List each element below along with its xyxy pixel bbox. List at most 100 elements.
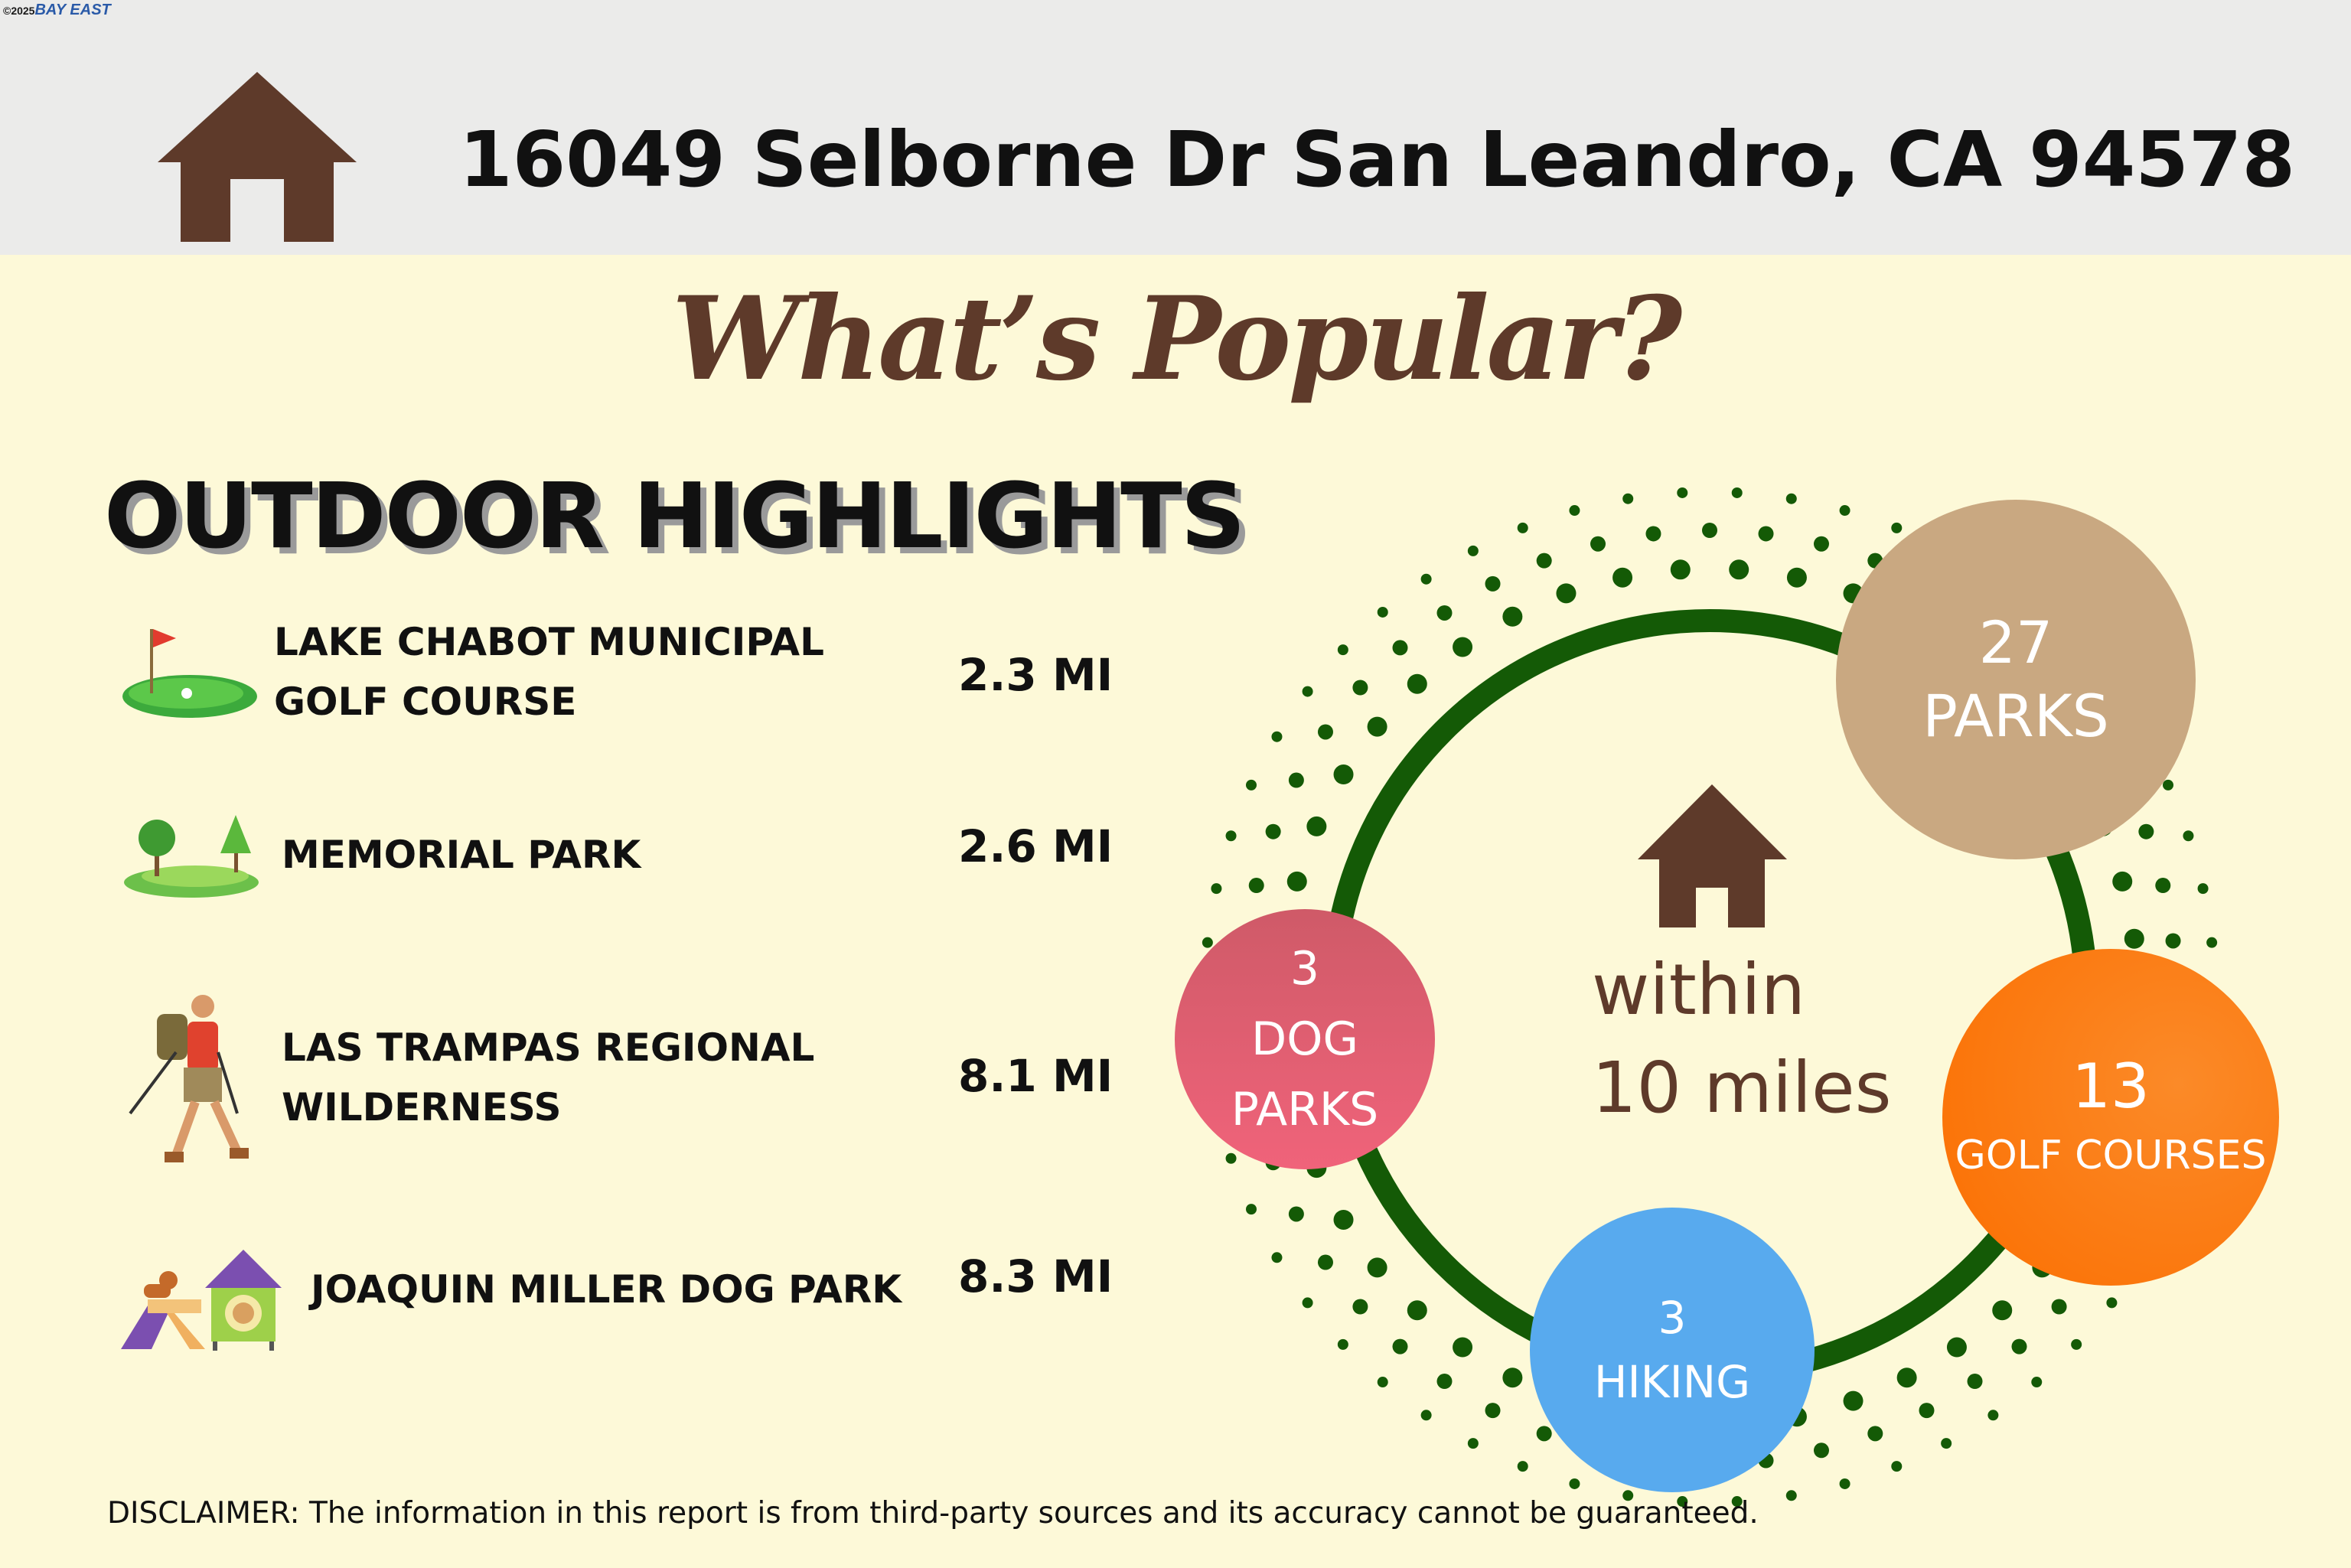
halo-dot (2031, 1377, 2043, 1388)
halo-dot (1941, 1438, 1952, 1449)
highlight-name: LAKE CHABOT MUNICIPAL GOLF COURSE (274, 620, 824, 724)
hiker-icon (129, 995, 249, 1162)
parks-stat-bubble: 27 PARKS (1836, 500, 2196, 859)
halo-dot (1670, 559, 1691, 580)
halo-dot (1556, 583, 1577, 604)
halo-dot (1317, 724, 1333, 740)
halo-dot (1306, 816, 1327, 836)
halo-dot (1813, 536, 1829, 552)
halo-dot (1813, 1442, 1829, 1459)
highlight-distance: 2.3 MI (958, 649, 1114, 701)
halo-dot (1946, 1337, 1967, 1358)
halo-dot (1467, 1438, 1479, 1449)
halo-dot (2124, 928, 2144, 949)
halo-dot (1896, 1368, 1917, 1388)
halo-dot (1302, 1297, 1313, 1309)
halo-dot (1569, 505, 1580, 517)
halo-dot (1407, 673, 1427, 694)
halo-dot (1891, 1461, 1903, 1472)
highlight-name: JOAQUIN MILLER DOG PARK (311, 1267, 902, 1312)
halo-dot (1785, 493, 1797, 504)
highlight-distance: 2.6 MI (958, 820, 1114, 872)
halo-dot (2106, 1297, 2118, 1309)
halo-dot (1731, 487, 1743, 498)
halo-dot (1569, 1478, 1580, 1489)
halo-dot (2051, 1299, 2067, 1315)
halo-dot (1536, 1426, 1552, 1442)
halo-dot (1702, 523, 1717, 538)
halo-dot (1992, 1300, 2013, 1321)
halo-dot (1367, 1257, 1387, 1278)
halo-dot (1502, 1368, 1523, 1388)
halo-dot (2138, 823, 2154, 839)
halo-dot (1590, 536, 1606, 552)
halo-dot (1839, 505, 1850, 517)
halo-dot (2155, 878, 2171, 894)
halo-dot (1891, 522, 1903, 533)
halo-dot (1288, 772, 1304, 788)
highlight-name: MEMORIAL PARK (282, 833, 641, 877)
halo-dot (1729, 559, 1749, 580)
halo-dot (2071, 1338, 2082, 1350)
halo-dot (2183, 830, 2194, 842)
halo-dot (1502, 606, 1523, 627)
halo-dot (1622, 493, 1634, 504)
halo-dot (1225, 1152, 1237, 1164)
halo-dot (2165, 933, 2181, 949)
halo-dot (1677, 1496, 1688, 1508)
halo-dot (1987, 1410, 1999, 1421)
header-band (0, 0, 2351, 255)
halo-dot (1211, 883, 1222, 895)
halo-dot (1485, 1403, 1501, 1419)
halo-dot (2011, 1338, 2027, 1354)
highlight-distance: 8.1 MI (958, 1050, 1114, 1102)
halo-dot (1919, 1403, 1935, 1419)
halo-dot (1967, 1374, 1983, 1390)
halo-dot (1731, 1496, 1743, 1508)
halo-dot (1352, 680, 1368, 696)
dog-parks-stat-bubble: 3 DOG PARKS (1175, 909, 1435, 1169)
halo-dot (1271, 731, 1283, 742)
halo-dot (1246, 779, 1257, 791)
halo-dot (1758, 526, 1774, 542)
disclaimer: DISCLAIMER: The information in this repo… (107, 1496, 1759, 1531)
halo-dot (1645, 526, 1661, 542)
house-icon (158, 72, 357, 242)
halo-dot (2206, 937, 2218, 948)
halo-dot (1377, 606, 1388, 618)
halo-dot (1202, 937, 1213, 948)
halo-dot (1436, 1374, 1453, 1390)
halo-dot (1785, 1490, 1797, 1501)
halo-dot (1392, 640, 1408, 656)
halo-dot (1453, 637, 1473, 657)
halo-dot (1843, 1390, 1864, 1411)
halo-dot (1612, 567, 1633, 588)
halo-dot (1302, 686, 1313, 697)
highlight-name: LAS TRAMPAS REGIONAL WILDERNESS (282, 1025, 815, 1130)
park-icon (124, 815, 259, 898)
halo-dot (1839, 1478, 1850, 1489)
halo-dot (1333, 764, 1354, 785)
halo-dot (1867, 1426, 1883, 1442)
halo-dot (1377, 1377, 1388, 1388)
halo-dot (1337, 1338, 1348, 1350)
halo-dot (2112, 871, 2133, 892)
golf-icon (122, 629, 257, 718)
halo-dot (1420, 573, 1432, 585)
halo-dot (1271, 1252, 1283, 1263)
headline: What’s Popular? (671, 272, 1683, 406)
halo-dot (1286, 871, 1307, 892)
halo-dot (1265, 823, 1281, 839)
halo-dot (2162, 779, 2173, 791)
halo-dot (1677, 487, 1688, 498)
halo-dot (1536, 553, 1552, 569)
halo-dot (1786, 567, 1807, 588)
halo-dot (1485, 575, 1501, 592)
halo-dot (1392, 1338, 1408, 1354)
bay-east-logo: ©2025BAY EAST (3, 2, 111, 18)
halo-dot (1453, 1337, 1473, 1358)
halo-dot (1420, 1410, 1432, 1421)
radius-text: within 10 miles (1592, 949, 1892, 1129)
halo-dot (2197, 883, 2209, 895)
halo-dot (1288, 1206, 1304, 1222)
